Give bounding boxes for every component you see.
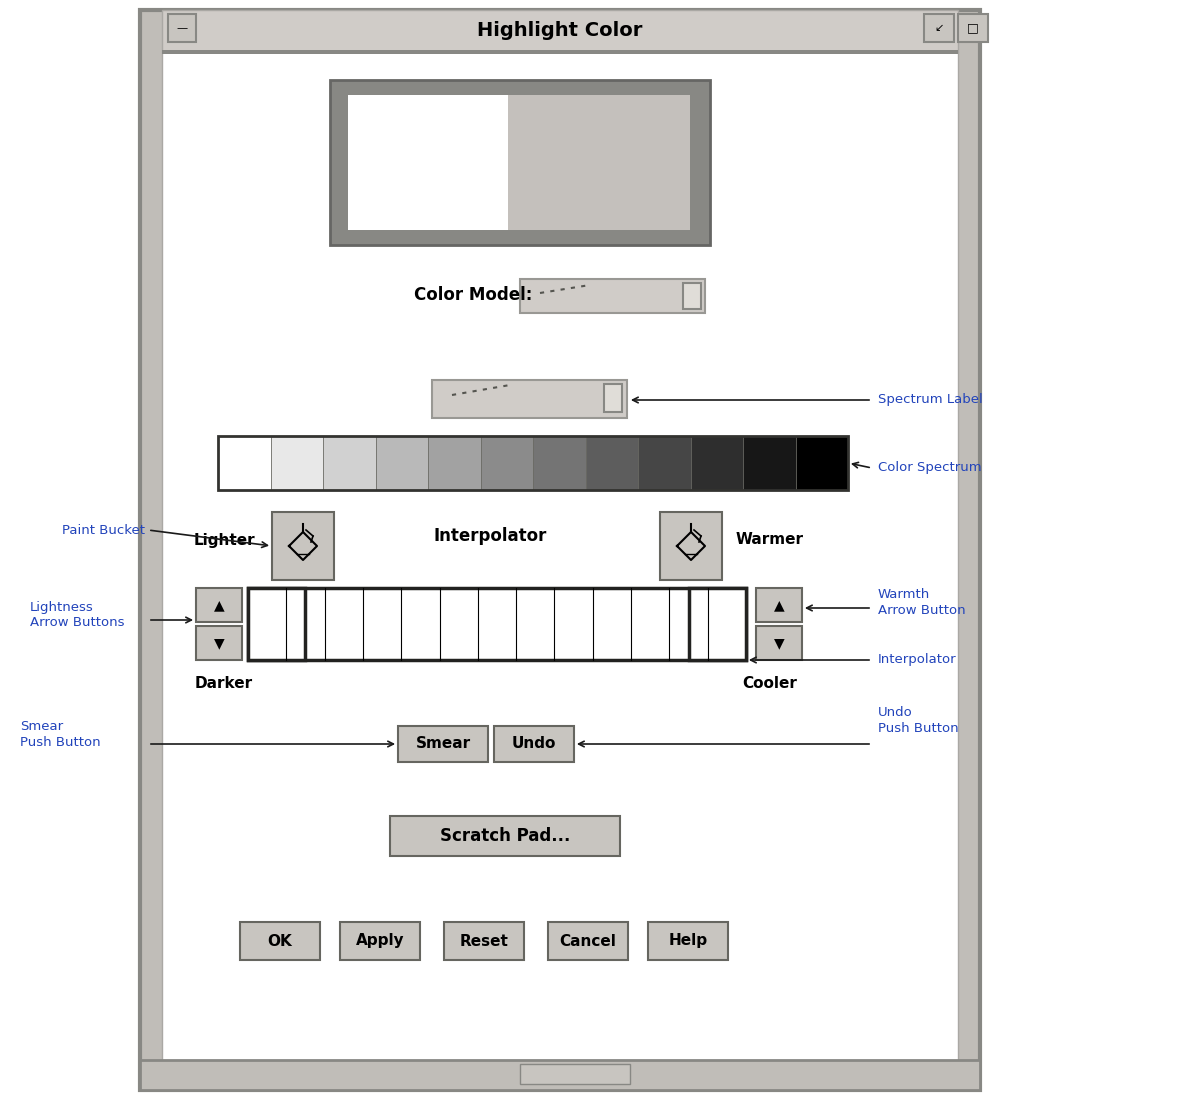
Bar — [196, 588, 242, 622]
Bar — [481, 436, 533, 490]
Text: Undo
Push Button: Undo Push Button — [878, 706, 959, 735]
Bar — [549, 922, 628, 960]
Text: Color Model:: Color Model: — [414, 286, 532, 304]
Bar — [397, 726, 488, 762]
Bar — [444, 922, 524, 960]
Bar — [520, 279, 704, 313]
Bar — [347, 95, 508, 230]
Text: Reset: Reset — [459, 934, 508, 948]
Bar — [494, 726, 574, 762]
Bar — [508, 95, 690, 230]
Bar — [689, 588, 746, 660]
Text: □: □ — [967, 21, 979, 35]
Text: ▲: ▲ — [774, 598, 784, 612]
Bar — [376, 436, 428, 490]
Bar — [533, 436, 585, 490]
Bar — [958, 15, 988, 42]
Bar — [743, 436, 795, 490]
Bar — [140, 1060, 981, 1090]
Text: —: — — [176, 23, 188, 34]
Text: Help: Help — [669, 934, 708, 948]
Text: ▲: ▲ — [214, 598, 224, 612]
Bar — [660, 512, 722, 580]
Bar — [605, 384, 622, 412]
Text: ▼: ▼ — [214, 636, 224, 650]
Text: Highlight Color: Highlight Color — [477, 21, 643, 40]
Bar — [273, 512, 334, 580]
Bar — [218, 436, 848, 490]
Bar — [520, 1065, 630, 1083]
Text: Scratch Pad...: Scratch Pad... — [440, 827, 570, 844]
Text: ▼: ▼ — [774, 636, 784, 650]
Bar — [428, 436, 481, 490]
Text: Spectrum Label: Spectrum Label — [878, 393, 983, 407]
Bar — [638, 436, 690, 490]
Bar — [168, 15, 196, 42]
Bar — [196, 626, 242, 660]
Text: Apply: Apply — [356, 934, 405, 948]
Bar — [585, 436, 638, 490]
Text: Smear
Push Button: Smear Push Button — [20, 719, 101, 748]
Bar — [340, 922, 420, 960]
Bar — [162, 50, 958, 54]
Bar — [432, 380, 627, 418]
Text: Lighter: Lighter — [193, 533, 255, 547]
Text: Smear: Smear — [415, 736, 470, 752]
Text: Color Spectrum: Color Spectrum — [878, 461, 982, 475]
Bar — [162, 52, 958, 1062]
Text: ↙: ↙ — [934, 23, 944, 34]
Text: OK: OK — [268, 934, 293, 948]
Bar — [248, 588, 306, 660]
Bar — [649, 922, 728, 960]
Bar — [270, 436, 322, 490]
Text: Undo: Undo — [512, 736, 556, 752]
Text: Lightness
Arrow Buttons: Lightness Arrow Buttons — [30, 601, 125, 630]
Bar — [756, 626, 802, 660]
Text: Paint Bucket: Paint Bucket — [62, 524, 145, 536]
Text: Interpolator: Interpolator — [878, 653, 957, 667]
Text: Darker: Darker — [195, 677, 253, 691]
Text: Cancel: Cancel — [559, 934, 616, 948]
Bar — [390, 817, 620, 856]
Bar — [795, 436, 848, 490]
Bar — [923, 15, 954, 42]
Bar — [248, 588, 746, 660]
Bar — [322, 436, 376, 490]
Bar — [218, 436, 270, 490]
Text: Cooler: Cooler — [743, 677, 797, 691]
Bar — [140, 10, 981, 1090]
Bar — [240, 922, 320, 960]
Bar — [756, 588, 802, 622]
Bar — [330, 80, 710, 245]
Text: Warmer: Warmer — [735, 533, 804, 547]
Bar — [162, 10, 958, 52]
Text: Interpolator: Interpolator — [433, 527, 546, 545]
Bar — [690, 436, 743, 490]
Bar — [683, 283, 701, 309]
Text: Warmth
Arrow Button: Warmth Arrow Button — [878, 589, 965, 618]
